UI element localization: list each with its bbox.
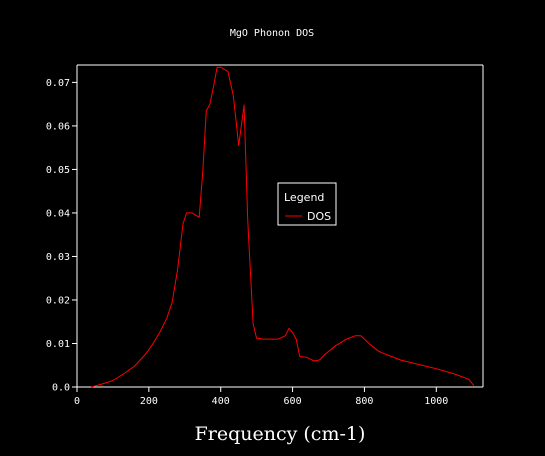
y-tick-label: 0.02 xyxy=(46,295,70,306)
chart-title: MgO Phonon DOS xyxy=(230,28,314,39)
series-layer xyxy=(91,66,475,388)
legend-title: Legend xyxy=(284,191,324,204)
x-axis-label: Frequency (cm-1) xyxy=(195,423,366,445)
y-tick-label: 0.01 xyxy=(46,339,70,350)
plot-frame xyxy=(76,64,484,388)
x-tick-label: 200 xyxy=(140,396,158,407)
x-tick-label: 800 xyxy=(355,396,373,407)
x-tick-label: 1000 xyxy=(424,396,448,407)
legend: Legend DOS xyxy=(277,182,337,226)
legend-entry-dos: DOS xyxy=(307,210,331,223)
x-tick-label: 400 xyxy=(212,396,230,407)
y-tick-label: 0.04 xyxy=(46,208,70,219)
y-tick-label: 0.05 xyxy=(46,165,70,176)
series-line-dos xyxy=(91,66,475,388)
y-ticks: 0.0 0.01 0.02 0.03 0.04 0.05 0.06 0.07 xyxy=(46,78,77,394)
legend-box xyxy=(277,182,337,226)
x-ticks: 0 200 400 600 800 1000 xyxy=(74,387,448,407)
y-tick-label: 0.03 xyxy=(46,252,70,263)
y-tick-label: 0.07 xyxy=(46,78,70,89)
y-tick-label: 0.06 xyxy=(46,121,70,132)
x-tick-label: 0 xyxy=(74,396,80,407)
x-tick-label: 600 xyxy=(284,396,302,407)
y-tick-label: 0.0 xyxy=(52,383,70,394)
